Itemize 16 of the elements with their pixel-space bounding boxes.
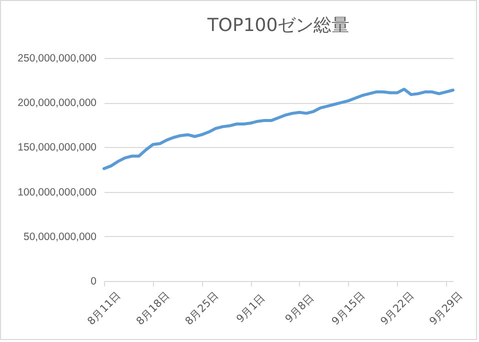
y-tick-label: 250,000,000,000 (18, 52, 97, 64)
y-tick-label: 200,000,000,000 (18, 97, 97, 110)
x-tick-label: 8月11日 (85, 289, 124, 328)
chart-title: TOP100ゼン総量 (206, 15, 350, 36)
x-tick-label: 8月25日 (183, 289, 222, 328)
line-series (102, 88, 454, 170)
y-tick-label: 150,000,000,000 (18, 142, 97, 154)
x-tick-label: 9月15日 (330, 289, 368, 328)
x-tick-label: 9月29日 (427, 289, 466, 328)
y-tick-label: 0 (90, 276, 97, 288)
x-tick-label: 9月22日 (378, 289, 417, 328)
x-tick-label: 8月18日 (134, 289, 172, 328)
x-tick-label: 9月8日 (283, 292, 317, 326)
y-tick-label: 50,000,000,000 (24, 230, 97, 243)
x-tick-label: 9月1日 (234, 292, 268, 326)
y-tick-label: 100,000,000,000 (18, 186, 97, 198)
